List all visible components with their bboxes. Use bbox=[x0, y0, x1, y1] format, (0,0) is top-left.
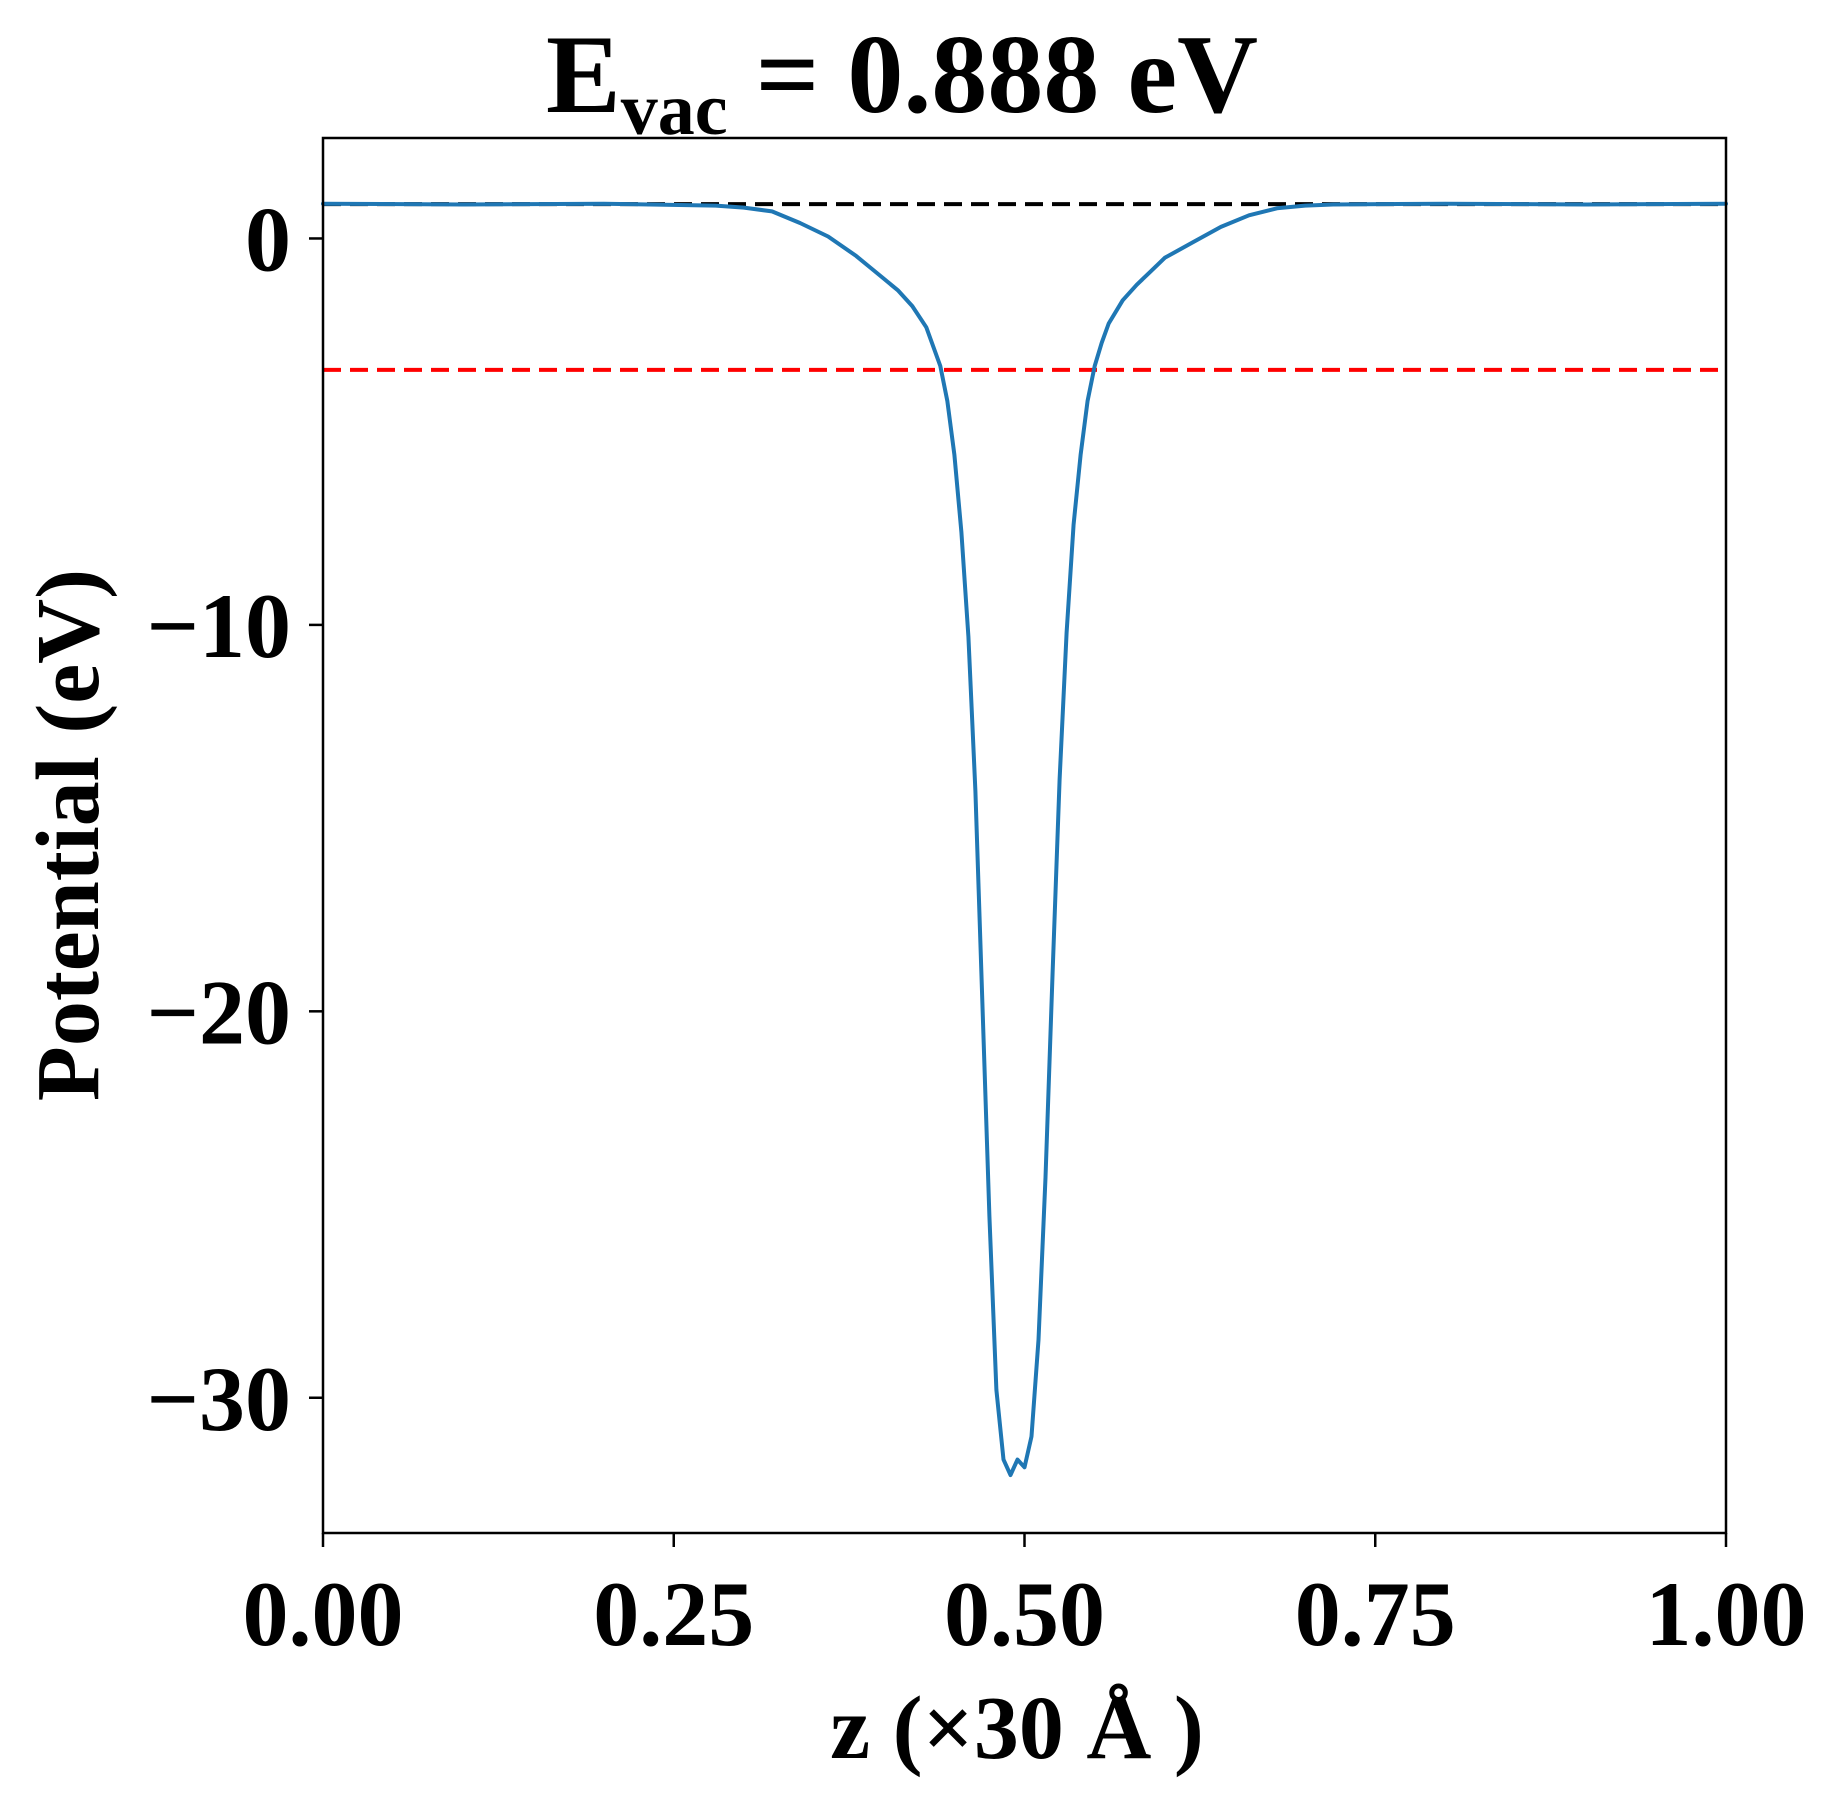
plot-frame bbox=[321, 136, 1728, 1535]
y-tick-label: −10 bbox=[147, 575, 291, 677]
x-axis: 0.00 0.25 0.50 0.75 1.00 bbox=[243, 1533, 1807, 1665]
y-axis: 0 −10 −20 −30 bbox=[147, 188, 323, 1450]
x-tick-label: 1.00 bbox=[1646, 1563, 1807, 1665]
y-tick-label: −20 bbox=[147, 961, 291, 1063]
chart-title-prefix: E bbox=[546, 13, 621, 137]
chart-title: Evac = 0.888 eV bbox=[546, 13, 1258, 151]
y-tick-label: 0 bbox=[245, 188, 291, 290]
x-tick-label: 0.75 bbox=[1295, 1563, 1456, 1665]
series-line-0 bbox=[321, 201, 1728, 1477]
x-tick-label: 0.00 bbox=[243, 1563, 404, 1665]
y-axis-label: Potential (eV) bbox=[19, 569, 118, 1101]
y-tick-label: −30 bbox=[147, 1348, 291, 1450]
x-tick-label: 0.50 bbox=[944, 1563, 1105, 1665]
plot-area bbox=[321, 136, 1728, 1535]
x-tick-label: 0.25 bbox=[593, 1563, 754, 1665]
x-axis-label: z (×30 Å ) bbox=[830, 1679, 1204, 1778]
chart-title-suffix: = 0.888 eV bbox=[728, 13, 1258, 137]
